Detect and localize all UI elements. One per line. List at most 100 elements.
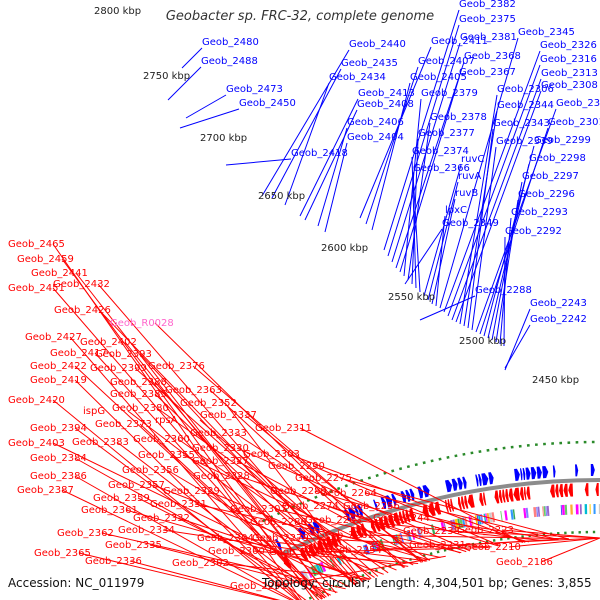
connector-reverse — [299, 427, 524, 543]
scale-tick — [446, 455, 450, 459]
connector-forward — [407, 122, 431, 281]
forward-gene-label: Geob_2243 — [530, 298, 587, 309]
connector-forward — [317, 127, 348, 227]
connector-reverse — [177, 438, 375, 578]
scale-label: 2550 kbp — [388, 292, 435, 303]
cog-color-block — [537, 506, 541, 517]
reverse-gene-label: Geob_2402 — [80, 337, 137, 348]
connector-reverse — [207, 490, 397, 571]
gene-labels: Geob_2480 Geob_2488 Geob_2473 Geob_2450 Geob… — [8, 0, 600, 592]
forward-gene-label: Geob_2405 — [410, 72, 467, 83]
connector-reverse — [134, 367, 372, 580]
reverse-gene-arrow — [498, 489, 503, 503]
forward-gene-label: Geob_2299 — [534, 135, 591, 146]
reverse-gene-label: Geob_2328 — [193, 471, 250, 482]
cog-color-block — [579, 504, 582, 515]
forward-gene-label: Geob_2404 — [347, 132, 404, 143]
forward-gene-arrow — [519, 468, 523, 481]
forward-gene-label: Geob_2411 — [431, 36, 488, 47]
reverse-gene-arrow — [519, 487, 525, 501]
cog-color-block — [564, 504, 568, 515]
reverse-gene-arrow — [483, 492, 487, 506]
reverse-gene-label: Geob_2330 — [192, 443, 249, 454]
forward-gene-label: Geob_2435 — [341, 58, 398, 69]
connector-forward — [423, 164, 462, 297]
connector-forward — [261, 49, 350, 197]
reverse-gene-label: Geob_2360 — [133, 434, 190, 445]
reverse-gene-label: Geob_2403 — [8, 438, 65, 449]
reverse-gene-label: Geob_2359 — [93, 493, 150, 504]
connector-forward — [431, 198, 456, 305]
forward-gene-label: Geob_2313 — [541, 68, 598, 79]
connector-forward — [225, 158, 292, 166]
reverse-gene-label: Geob_2289 — [270, 486, 327, 497]
reverse-gene-arrow — [370, 520, 377, 534]
cog-color-block — [488, 512, 493, 523]
reverse-gene-label: Geob_2186 — [496, 557, 553, 568]
connector-forward — [271, 68, 342, 199]
connector-reverse — [453, 537, 600, 546]
cog-color-block — [500, 511, 503, 522]
connector-reverse — [177, 517, 367, 582]
reverse-gene-label: Geob_2356 — [122, 465, 179, 476]
connector-reverse — [508, 537, 600, 548]
reverse-gene-label: Geob_2361 — [81, 505, 138, 516]
connector-reverse — [447, 530, 600, 539]
cog-color-block — [459, 517, 464, 529]
forward-gene-label: Geob_2349 — [442, 218, 499, 229]
connector-reverse — [74, 379, 300, 600]
forward-gene-arrow — [522, 467, 526, 481]
forward-gene-label: Geob_2450 — [239, 98, 296, 109]
reverse-gene-label: Geob_2441 — [31, 268, 88, 279]
connector-reverse — [166, 469, 360, 584]
scale-label: 2750 kbp — [143, 71, 190, 82]
forward-gene-label: Geob_2306 — [497, 84, 554, 95]
reverse-gene-label: Geob_2210 — [464, 542, 521, 553]
reverse-gene-arrow — [595, 483, 599, 497]
forward-gene-label: Geob_2308 — [541, 80, 598, 91]
reverse-gene-arrow — [526, 486, 531, 500]
connector-reverse — [125, 509, 371, 580]
cog-color-block — [543, 506, 546, 517]
reverse-gene-label: Geob_2451 — [8, 283, 65, 294]
scale-tick — [308, 596, 312, 600]
reverse-gene-label: Geob_2336 — [85, 556, 142, 567]
forward-gene-arrow — [475, 474, 479, 487]
connector-forward — [395, 61, 465, 269]
reverse-gene-label: Geob_2419 — [30, 375, 87, 386]
scale-tick — [438, 457, 442, 461]
forward-gene-arrow — [514, 468, 520, 481]
connector-reverse — [339, 477, 568, 540]
reverse-gene-label: Geob_2244 — [373, 513, 430, 524]
connector-reverse — [75, 272, 330, 597]
genome-summary-text: Topology: circular; Length: 4,304,501 bp… — [262, 576, 592, 590]
connector-forward — [471, 146, 497, 331]
cog-color-block — [485, 513, 488, 524]
connector-reverse — [139, 423, 327, 598]
scale-tick — [367, 476, 372, 480]
forward-gene-label: Geob_2338 — [556, 98, 600, 109]
scale-label: 2450 kbp — [532, 375, 579, 386]
forward-gene-label: ruvB — [455, 188, 478, 199]
reverse-gene-label: Geob_2329 — [163, 486, 220, 497]
connector-reverse — [156, 407, 389, 574]
reverse-gene-arrow — [464, 495, 469, 509]
connector-forward — [181, 47, 203, 69]
connector-forward — [443, 50, 541, 313]
reverse-gene-label: Geob_2274 — [282, 501, 339, 512]
forward-gene-arrow — [575, 464, 579, 477]
cog-color-block — [512, 509, 516, 520]
connector-forward — [324, 142, 348, 233]
reverse-gene-arrow — [508, 488, 514, 502]
connector-reverse — [152, 484, 384, 575]
reverse-gene-label: Geob_2333 — [190, 428, 247, 439]
reverse-gene-label: Geob_2334 — [118, 525, 175, 536]
forward-gene-arrow — [488, 472, 494, 485]
forward-gene-arrow — [530, 467, 537, 480]
connector-reverse — [74, 475, 295, 600]
connector-forward — [439, 37, 519, 309]
connector-forward — [435, 215, 446, 307]
connector-reverse — [149, 544, 338, 593]
forward-gene-arrow — [542, 466, 549, 479]
connector-reverse — [74, 427, 307, 600]
